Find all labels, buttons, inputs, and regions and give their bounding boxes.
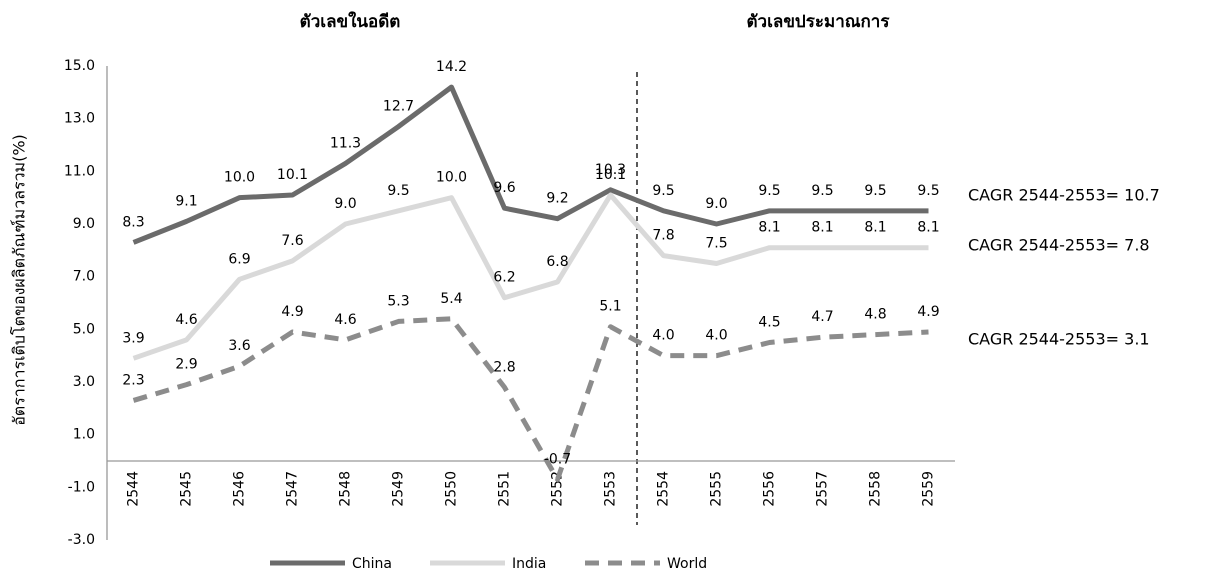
data-label: 10.1 — [595, 167, 626, 183]
data-label: 4.9 — [917, 304, 939, 320]
y-tick-label: -3.0 — [68, 532, 95, 548]
section-label: ตัวเลขในอดีต — [300, 11, 401, 32]
data-label: 9.5 — [387, 183, 409, 199]
annotation: CAGR 2544-2553= 7.8 — [968, 236, 1150, 255]
data-label: 4.0 — [705, 328, 727, 344]
data-label: 9.1 — [175, 193, 197, 209]
x-tick-label: 2551 — [497, 471, 513, 507]
data-label: 5.3 — [387, 293, 409, 309]
data-label: 6.9 — [228, 251, 250, 267]
data-label: 8.1 — [864, 220, 886, 236]
y-tick-label: 3.0 — [73, 374, 95, 390]
data-label: 8.1 — [917, 220, 939, 236]
annotation: CAGR 2544-2553= 3.1 — [968, 330, 1150, 349]
series-line — [132, 316, 929, 482]
data-label: 3.9 — [122, 330, 144, 346]
data-label: 14.2 — [436, 59, 467, 75]
data-label: 9.5 — [758, 183, 780, 199]
data-label: 9.5 — [864, 183, 886, 199]
data-label: 4.8 — [864, 307, 886, 323]
x-tick-label: 2553 — [603, 471, 619, 507]
y-axis-title: อัตราการเติบโตของผลิตภัณฑ์มวลรวม(%) — [10, 134, 29, 426]
data-label: 4.5 — [758, 315, 780, 331]
data-label: 7.5 — [705, 236, 727, 252]
data-label: 12.7 — [383, 99, 414, 115]
data-label: 10.3 — [595, 162, 626, 178]
data-label: 6.2 — [493, 270, 515, 286]
x-tick-label: 2546 — [232, 471, 248, 507]
data-label: 9.6 — [493, 180, 515, 196]
x-tick-label: 2545 — [179, 471, 195, 507]
section-label: ตัวเลขประมาณการ — [747, 12, 891, 32]
y-tick-label: 15.0 — [64, 58, 95, 74]
legend-label: World — [667, 556, 707, 572]
series-line — [132, 84, 929, 245]
data-label: 2.9 — [175, 357, 197, 373]
y-tick-label: 7.0 — [73, 269, 95, 285]
x-tick-label: 2557 — [815, 471, 831, 507]
legend-label: China — [352, 556, 392, 572]
annotation: CAGR 2544-2553= 10.7 — [968, 186, 1160, 205]
data-label: 3.6 — [228, 338, 250, 354]
y-tick-label: 13.0 — [64, 111, 95, 127]
data-label: 8.1 — [811, 220, 833, 236]
data-label: 7.8 — [652, 228, 674, 244]
data-label: 4.7 — [811, 309, 833, 325]
data-label: 2.3 — [122, 372, 144, 388]
data-label: 9.5 — [652, 183, 674, 199]
data-label: 8.1 — [758, 220, 780, 236]
x-tick-label: 2547 — [285, 471, 301, 507]
data-label: 8.3 — [122, 214, 144, 230]
data-label: 9.5 — [811, 183, 833, 199]
data-label: 9.2 — [546, 191, 568, 207]
x-tick-label: 2554 — [656, 471, 672, 507]
data-label: 4.9 — [281, 304, 303, 320]
x-tick-label: 2544 — [126, 471, 142, 507]
data-label: 5.1 — [599, 299, 621, 315]
y-tick-label: 1.0 — [73, 427, 95, 443]
x-tick-label: 2555 — [709, 471, 725, 507]
x-tick-label: 2559 — [921, 471, 937, 507]
data-label: 4.6 — [175, 312, 197, 328]
data-label: 4.0 — [652, 328, 674, 344]
y-tick-label: 5.0 — [73, 321, 95, 337]
data-label: 10.0 — [224, 170, 255, 186]
data-label: 11.3 — [330, 135, 361, 151]
data-label: 9.0 — [705, 196, 727, 212]
data-label: 9.5 — [917, 183, 939, 199]
data-label: 5.4 — [440, 291, 462, 307]
data-label: 10.1 — [277, 167, 308, 183]
y-tick-label: -1.0 — [68, 479, 95, 495]
data-label: -0.7 — [544, 451, 571, 467]
data-label: 10.0 — [436, 170, 467, 186]
x-tick-label: 2550 — [444, 471, 460, 507]
y-tick-label: 11.0 — [64, 163, 95, 179]
series-line — [132, 192, 929, 361]
x-tick-label: 2558 — [868, 471, 884, 507]
legend-label: India — [512, 556, 546, 572]
x-tick-label: 2548 — [338, 471, 354, 507]
data-label: 6.8 — [546, 254, 568, 270]
y-tick-label: 9.0 — [73, 216, 95, 232]
data-label: 2.8 — [493, 359, 515, 375]
x-tick-label: 2549 — [391, 471, 407, 507]
x-tick-label: 2556 — [762, 471, 778, 507]
data-label: 9.0 — [334, 196, 356, 212]
x-tick-label: 2552 — [550, 471, 566, 507]
data-label: 7.6 — [281, 233, 303, 249]
data-label: 4.6 — [334, 312, 356, 328]
